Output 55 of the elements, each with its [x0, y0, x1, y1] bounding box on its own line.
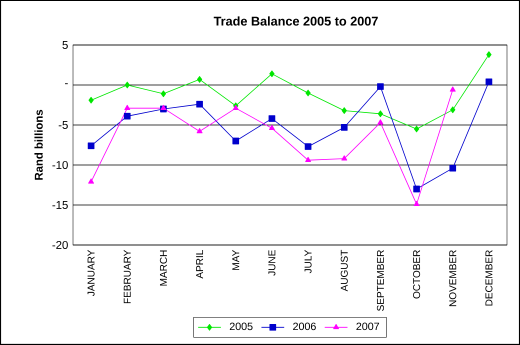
- legend-label: 2005: [230, 322, 253, 330]
- x-tick-label: MARCH: [160, 250, 167, 286]
- point: [414, 126, 420, 132]
- point: [486, 78, 492, 86]
- point: [124, 112, 131, 120]
- point: [340, 124, 348, 131]
- point: [269, 70, 275, 78]
- y-tick-label: 5: [62, 41, 68, 49]
- point: [196, 100, 203, 108]
- point: [124, 82, 130, 88]
- point: [377, 83, 384, 90]
- point: [268, 115, 276, 122]
- point: [486, 51, 492, 58]
- point: [88, 178, 94, 184]
- chart-title: Trade Balance 2005 to 2007: [214, 16, 378, 26]
- y-tick-label: -: [65, 83, 68, 84]
- point: [124, 104, 130, 110]
- x-tick-label: JUNE: [268, 250, 276, 276]
- x-tick-label: SEPTEMBER: [376, 250, 384, 311]
- x-tick-label: MAY: [232, 250, 240, 270]
- point: [378, 110, 384, 118]
- point: [196, 76, 202, 83]
- x-tick-label: JANUARY: [88, 250, 95, 296]
- point: [342, 107, 347, 114]
- y-tick-label: -15: [52, 201, 68, 209]
- x-tick-label: AUGUST: [340, 250, 348, 292]
- point: [305, 90, 311, 96]
- x-tick-label: NOVEMBER: [449, 250, 456, 306]
- x-tick-label: APRIL: [196, 250, 204, 279]
- x-tick-label: DECEMBER: [485, 250, 492, 306]
- point: [160, 90, 166, 98]
- point: [450, 106, 456, 114]
- point: [196, 128, 203, 134]
- legend-label: 2006: [293, 322, 316, 330]
- point: [414, 200, 420, 206]
- point: [413, 186, 420, 192]
- y-axis-title: Rand billions: [34, 110, 43, 180]
- y-tick-label: -10: [52, 160, 68, 169]
- point: [449, 164, 456, 172]
- point: [232, 138, 240, 144]
- point: [88, 142, 94, 150]
- x-tick-label: OCTOBER: [413, 250, 420, 298]
- point: [268, 124, 275, 130]
- point: [450, 86, 456, 92]
- point: [305, 156, 312, 162]
- y-tick-label: -20: [52, 240, 68, 249]
- point: [377, 119, 384, 124]
- point: [304, 143, 312, 150]
- point: [88, 96, 94, 104]
- y-tick-label: -5: [58, 121, 68, 129]
- point: [341, 155, 348, 160]
- point: [232, 104, 239, 110]
- x-tick-label: JULY: [304, 250, 312, 274]
- legend-label: 2007: [356, 322, 380, 330]
- x-tick-label: FEBRUARY: [124, 250, 131, 304]
